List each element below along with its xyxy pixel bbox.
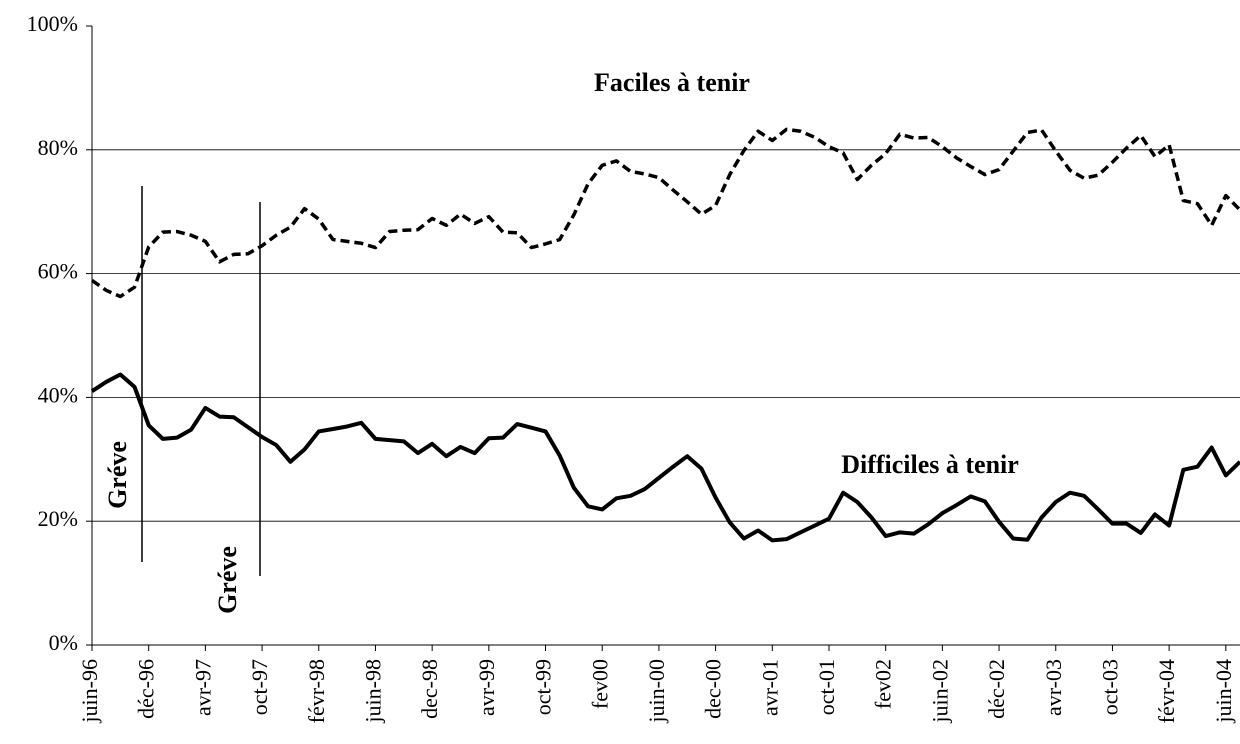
x-tick-label: déc-96 bbox=[134, 659, 159, 719]
y-tick-label: 60% bbox=[38, 259, 78, 284]
y-tick-label: 20% bbox=[38, 506, 78, 531]
x-tick-label: juin-00 bbox=[644, 659, 669, 724]
series-line bbox=[90, 127, 1240, 299]
x-tick-label: avr-97 bbox=[190, 659, 215, 716]
x-tick-label: juin-96 bbox=[77, 659, 102, 724]
x-tick-label: juin-04 bbox=[1211, 659, 1236, 724]
x-tick-label: oct-99 bbox=[531, 659, 556, 715]
annotation: Gréve bbox=[103, 441, 132, 509]
x-tick-label: juin-02 bbox=[927, 659, 952, 724]
y-tick-label: 80% bbox=[38, 135, 78, 160]
x-tick-label: dec-00 bbox=[701, 659, 726, 719]
x-tick-label: févr-98 bbox=[304, 659, 329, 723]
x-tick-label: dec-98 bbox=[417, 659, 442, 719]
x-tick-label: avr-01 bbox=[757, 659, 782, 716]
annotation: Gréve bbox=[213, 546, 242, 614]
y-tick-label: 40% bbox=[38, 382, 78, 407]
series-line bbox=[90, 372, 1240, 543]
x-tick-label: oct-03 bbox=[1097, 659, 1122, 715]
x-tick-label: fev00 bbox=[587, 659, 612, 709]
x-tick-label: déc-02 bbox=[984, 659, 1009, 719]
x-tick-label: avr-03 bbox=[1041, 659, 1066, 716]
series-label: Faciles à tenir bbox=[594, 68, 750, 97]
x-tick-label: oct-97 bbox=[247, 659, 272, 715]
x-tick-label: oct-01 bbox=[814, 659, 839, 715]
x-tick-label: avr-99 bbox=[474, 659, 499, 716]
x-tick-label: févr-04 bbox=[1154, 659, 1179, 723]
y-tick-label: 100% bbox=[27, 11, 78, 36]
x-tick-label: juin-98 bbox=[361, 659, 386, 724]
x-tick-label: fev02 bbox=[871, 659, 896, 709]
y-tick-label: 0% bbox=[49, 630, 78, 655]
series-label: Difficiles à tenir bbox=[841, 450, 1019, 479]
